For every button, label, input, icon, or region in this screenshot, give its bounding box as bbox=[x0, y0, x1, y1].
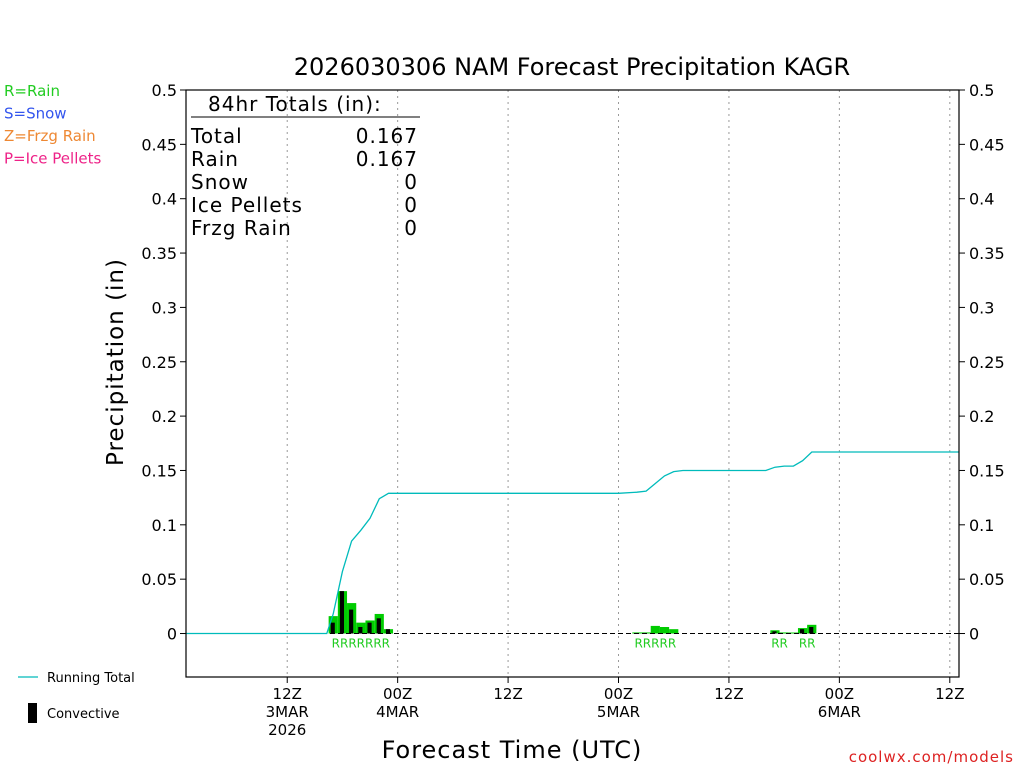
ptype-legend-item: S=Snow bbox=[4, 105, 67, 123]
x-tick-label: 5MAR bbox=[597, 703, 640, 721]
precip-bar-8 bbox=[641, 632, 651, 634]
ptype-label-3: RR bbox=[799, 637, 816, 651]
y-tick-label-right: 0.05 bbox=[969, 570, 1005, 589]
precip-bar-10 bbox=[659, 626, 670, 634]
convective-bar-1 bbox=[339, 591, 345, 634]
running-total-line bbox=[186, 451, 959, 635]
y-tick-label-left: 0.5 bbox=[152, 81, 177, 100]
y-tick-label-left: 0.05 bbox=[141, 570, 177, 589]
x-tick-label: 4MAR bbox=[376, 703, 419, 721]
y-axis-right: 0 0.05 0.1 0.15 0.2 0.25 0.3 0.35 0.4 0.45 0.5 bbox=[959, 81, 1005, 644]
x-tick-label: 3MAR bbox=[266, 703, 309, 721]
y-tick-label-right: 0.45 bbox=[969, 135, 1005, 154]
totals-label: Total bbox=[190, 124, 243, 148]
precip-bar-9 bbox=[650, 625, 660, 634]
credit-text: coolwx.com/models bbox=[849, 748, 1014, 766]
convective-bar-2 bbox=[349, 609, 354, 634]
x-axis-label: Forecast Time (UTC) bbox=[382, 736, 643, 764]
convective-legend-label: Convective bbox=[47, 707, 120, 722]
totals-label: Snow bbox=[191, 170, 249, 194]
totals-value: 0 bbox=[404, 193, 418, 217]
totals-value: 0 bbox=[404, 170, 418, 194]
x-tick-label: 00Z bbox=[604, 685, 633, 703]
convective-bar-15 bbox=[799, 629, 805, 634]
convective-bar-12 bbox=[772, 631, 777, 634]
convective-bar-16 bbox=[809, 626, 814, 634]
convective-bar-0 bbox=[330, 622, 335, 634]
chart-title: 2026030306 NAM Forecast Precipitation KA… bbox=[294, 53, 850, 81]
y-tick-label-left: 0.35 bbox=[141, 244, 177, 263]
precip-bar-14 bbox=[788, 632, 798, 634]
y-tick-label-left: 0.15 bbox=[141, 461, 177, 480]
y-axis-left: 0 0.05 0.1 0.15 0.2 0.25 0.3 0.35 0.4 0.45 0.5 bbox=[141, 81, 186, 644]
y-tick-label-left: 0 bbox=[167, 625, 177, 644]
y-tick-label-right: 0.3 bbox=[969, 298, 994, 317]
y-tick-label-right: 0.5 bbox=[969, 81, 994, 100]
x-tick-label: 2026 bbox=[268, 721, 306, 739]
precip-bar-7 bbox=[632, 632, 642, 634]
totals-value: 0.167 bbox=[356, 147, 418, 171]
plot-frame bbox=[185, 89, 960, 678]
x-tick-label: 6MAR bbox=[818, 703, 861, 721]
y-tick-label-left: 0.2 bbox=[152, 407, 177, 426]
bar-group bbox=[328, 591, 817, 634]
precip-bar-11 bbox=[669, 629, 679, 634]
y-tick-label-left: 0.3 bbox=[152, 298, 177, 317]
ptype-label-1: RRRRR bbox=[634, 637, 676, 651]
totals-label: Rain bbox=[191, 147, 239, 171]
ptype-labels: RRRRRRR RRRRR RR RR bbox=[332, 637, 816, 651]
y-tick-label-right: 0.35 bbox=[969, 244, 1005, 263]
running-total-legend-label: Running Total bbox=[47, 671, 135, 686]
ptype-label-2: RR bbox=[771, 637, 788, 651]
y-tick-label-left: 0.1 bbox=[152, 516, 177, 535]
convective-bar-6 bbox=[385, 629, 391, 634]
ptype-label-0: RRRRRRR bbox=[332, 637, 390, 651]
convective-bar-3 bbox=[358, 626, 363, 634]
y-axis-label: Precipitation (in) bbox=[103, 258, 129, 466]
x-tick-label: 12Z bbox=[714, 685, 743, 703]
totals-box: 84hr Totals (in): Total 0.167 Rain 0.167 Sno… bbox=[190, 92, 420, 240]
y-tick-label-right: 0.25 bbox=[969, 353, 1005, 372]
y-tick-label-left: 0.4 bbox=[152, 190, 177, 209]
x-tick-label: 00Z bbox=[383, 685, 412, 703]
totals-label: Frzg Rain bbox=[191, 216, 292, 240]
series-legend: Running Total Convective bbox=[18, 671, 135, 723]
ptype-legend-item: Z=Frzg Rain bbox=[4, 127, 96, 145]
x-tick-label: 12Z bbox=[935, 685, 964, 703]
x-tick-label: 00Z bbox=[825, 685, 854, 703]
y-tick-label-left: 0.45 bbox=[141, 135, 177, 154]
totals-value: 0.167 bbox=[356, 124, 418, 148]
y-tick-label-right: 0.1 bbox=[969, 516, 994, 535]
totals-heading: 84hr Totals (in): bbox=[208, 92, 382, 116]
ptype-legend: R=Rain S=Snow Z=Frzg Rain P=Ice Pellets bbox=[4, 82, 101, 168]
totals-label: Ice Pellets bbox=[191, 193, 303, 217]
ptype-legend-item: R=Rain bbox=[4, 82, 60, 100]
totals-value: 0 bbox=[404, 216, 418, 240]
y-tick-label-right: 0 bbox=[969, 625, 979, 644]
y-tick-label-right: 0.2 bbox=[969, 407, 994, 426]
x-tick-label: 12Z bbox=[273, 685, 302, 703]
convective-bar-5 bbox=[376, 618, 381, 634]
precip-bar-13 bbox=[779, 632, 789, 634]
ptype-legend-item: P=Ice Pellets bbox=[4, 150, 101, 168]
y-tick-label-left: 0.25 bbox=[141, 353, 177, 372]
y-tick-label-right: 0.15 bbox=[969, 461, 1005, 480]
convective-bar-4 bbox=[367, 622, 372, 634]
y-tick-label-right: 0.4 bbox=[969, 190, 994, 209]
vertical-grid bbox=[286, 90, 951, 677]
x-tick-label: 12Z bbox=[493, 685, 522, 703]
convective-swatch bbox=[28, 703, 37, 723]
